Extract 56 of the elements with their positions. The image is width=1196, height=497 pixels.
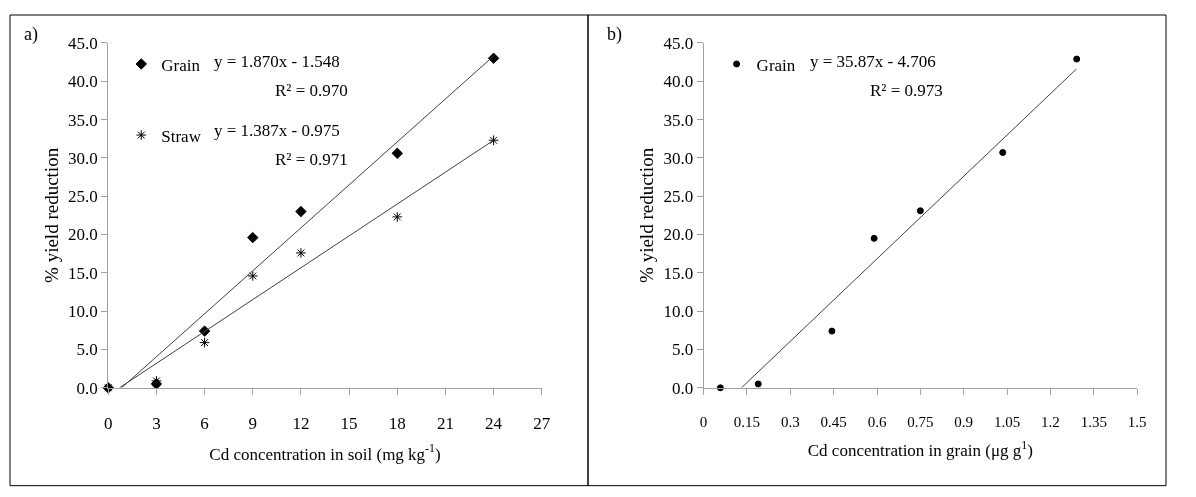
y-axis-title: % yield reduction <box>636 147 658 283</box>
y-tick-label: 10.0 <box>663 302 694 322</box>
y-tick-label: 25.0 <box>663 187 694 207</box>
legend-label: Grain <box>161 55 201 75</box>
y-tick-label: 45.0 <box>68 33 98 53</box>
annotation: y = 1.870x - 1.548 <box>214 52 340 71</box>
x-tick-label: 1.2 <box>1041 413 1060 430</box>
y-tick-label: 40.0 <box>663 72 694 92</box>
y-tick-label: 15.0 <box>663 263 694 283</box>
y-tick-label: 20.0 <box>663 225 694 245</box>
legend-label: Straw <box>161 126 202 146</box>
x-tick-label: 12 <box>292 414 310 434</box>
y-tick-label: 35.0 <box>663 110 694 130</box>
x-tick-label: 0 <box>699 413 708 430</box>
annotation: y = 1.387x - 0.975 <box>214 121 340 140</box>
y-tick-label: 30.0 <box>68 148 98 168</box>
x-tick-label: 15 <box>340 414 358 434</box>
y-tick-label: 45.0 <box>663 33 694 53</box>
annotation: R² = 0.971 <box>275 150 348 169</box>
x-tick-label: 1.5 <box>1127 413 1147 430</box>
y-tick-label: 35.0 <box>68 110 98 130</box>
y-tick-label: 40.0 <box>68 72 98 92</box>
legend-label: Grain <box>756 55 796 75</box>
x-tick-label: 0.75 <box>907 413 934 430</box>
text: b) <box>607 24 622 45</box>
annotation: R² = 0.970 <box>275 81 348 100</box>
text: a) <box>24 24 38 45</box>
y-tick-label: 5.0 <box>76 340 98 360</box>
x-tick-label: 24 <box>485 414 503 434</box>
y-tick-label: 30.0 <box>663 148 694 168</box>
x-tick-label: 9 <box>248 414 258 434</box>
x-tick-label: 6 <box>200 414 209 434</box>
x-tick-label: 21 <box>436 414 454 434</box>
x-tick-label: 0.6 <box>867 413 887 430</box>
x-tick-label: 0 <box>104 414 113 434</box>
annotation: R² = 0.973 <box>870 81 943 100</box>
y-tick-label: 0.0 <box>76 378 98 398</box>
y-tick-label: 20.0 <box>68 225 98 245</box>
y-tick-label: 15.0 <box>68 263 98 283</box>
annotation: y = 35.87x - 4.706 <box>810 52 936 71</box>
y-axis-title: % yield reduction <box>40 147 62 283</box>
x-tick-label: 1.35 <box>1080 413 1107 430</box>
x-axis-title: Cd concentration in grain (μg g$^{1}$) <box>807 438 1033 461</box>
x-tick-label: 1.05 <box>993 413 1021 430</box>
x-tick-label: 0.45 <box>820 413 847 430</box>
x-axis-title: Cd concentration in soil (mg kg$^{-1}$) <box>209 441 441 464</box>
x-tick-label: 27 <box>533 414 551 434</box>
x-tick-label: 18 <box>388 414 406 434</box>
y-tick-label: 5.0 <box>671 340 694 360</box>
y-tick-label: 10.0 <box>68 302 98 322</box>
x-tick-label: 3 <box>152 414 161 434</box>
x-tick-label: 0.15 <box>733 413 761 430</box>
x-tick-label: 0.9 <box>954 413 974 430</box>
y-tick-label: 0.0 <box>671 378 694 398</box>
y-tick-label: 25.0 <box>68 187 98 207</box>
x-tick-label: 0.3 <box>780 413 800 430</box>
